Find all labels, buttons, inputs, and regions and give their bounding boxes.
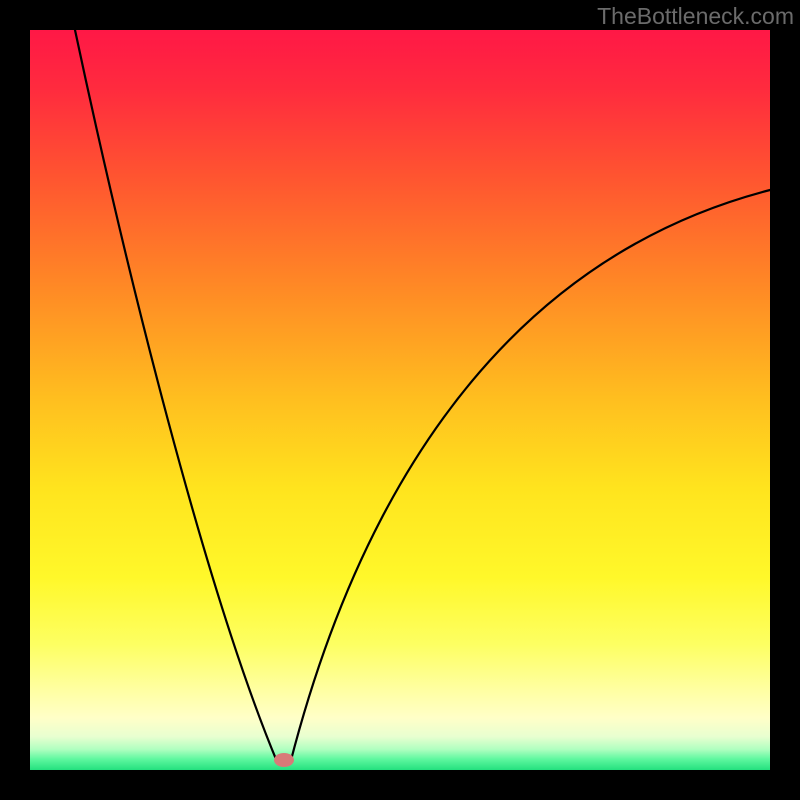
optimal-marker [274,753,294,767]
chart-container: TheBottleneck.com [0,0,800,800]
watermark-text: TheBottleneck.com [597,3,794,30]
bottleneck-chart [0,0,800,800]
plot-area [30,30,770,770]
